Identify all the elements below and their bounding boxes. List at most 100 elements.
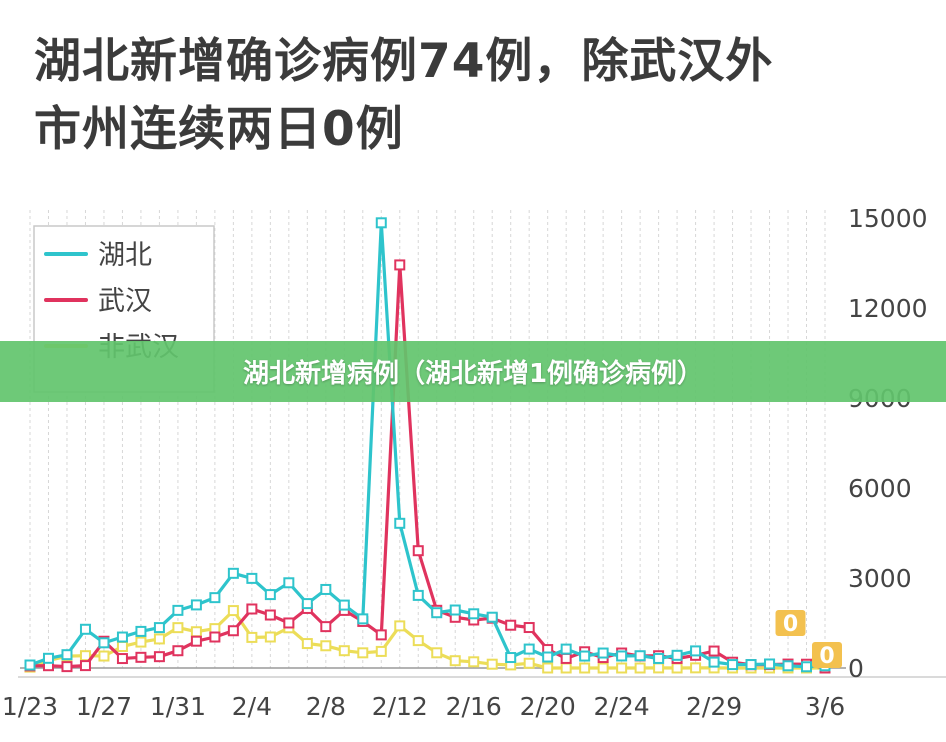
data-point (116, 631, 128, 643)
data-point (671, 649, 683, 661)
data-point (634, 662, 646, 674)
data-point (542, 662, 554, 674)
data-point (264, 609, 276, 621)
data-point (320, 583, 332, 595)
data-point (375, 217, 387, 229)
data-point (486, 611, 498, 623)
x-tick-label: 1/27 (76, 692, 132, 721)
data-point (745, 659, 757, 671)
data-point (764, 658, 776, 670)
data-point (412, 635, 424, 647)
data-point (560, 643, 572, 655)
y-tick-label: 12000 (848, 294, 928, 323)
data-point (153, 633, 165, 645)
data-point (190, 599, 202, 611)
data-point (79, 650, 91, 662)
data-point (394, 517, 406, 529)
data-point (394, 259, 406, 271)
data-point (61, 649, 73, 661)
data-point (653, 662, 665, 674)
y-tick-label: 3000 (848, 564, 912, 593)
data-point (468, 608, 480, 620)
data-point (505, 619, 517, 631)
data-point (357, 613, 369, 625)
x-tick-label: 2/8 (306, 692, 346, 721)
data-point (579, 650, 591, 662)
data-point (338, 599, 350, 611)
data-point (190, 635, 202, 647)
x-tick-label: 2/29 (686, 692, 742, 721)
data-point (42, 652, 54, 664)
data-point (523, 643, 535, 655)
y-tick-label: 0 (848, 654, 864, 683)
data-point (523, 657, 535, 669)
annotation-badge (812, 642, 842, 668)
data-point (782, 660, 794, 672)
legend-label: 湖北 (98, 240, 152, 271)
data-point (542, 651, 554, 663)
data-point (24, 659, 36, 671)
annotation-label: 0 (783, 612, 798, 637)
data-point (616, 650, 628, 662)
x-tick-label: 2/20 (520, 692, 576, 721)
data-point (227, 567, 239, 579)
legend-label: 武汉 (98, 286, 152, 317)
data-point (246, 603, 258, 615)
data-point (135, 625, 147, 637)
data-point (431, 647, 443, 659)
data-point (135, 651, 147, 663)
x-tick-label: 2/24 (594, 692, 650, 721)
x-tick-label: 2/16 (446, 692, 502, 721)
data-point (394, 620, 406, 632)
data-point (116, 653, 128, 665)
data-point (283, 617, 295, 629)
data-point (523, 622, 535, 634)
data-point (301, 598, 313, 610)
x-tick-label: 1/23 (2, 692, 58, 721)
chart-title-line-1: 湖北新增确诊病例74例，除武汉外 (34, 34, 774, 89)
data-point (79, 660, 91, 672)
annotation-badge (775, 610, 806, 636)
data-point (375, 645, 387, 657)
data-point (690, 645, 702, 657)
data-point (190, 626, 202, 638)
data-point (449, 604, 461, 616)
data-point (227, 625, 239, 637)
data-point (283, 577, 295, 589)
y-tick-label: 6000 (848, 474, 912, 503)
data-point (135, 636, 147, 648)
data-point (320, 621, 332, 633)
series-layer (24, 217, 831, 674)
data-point (412, 589, 424, 601)
annotation-label: 0 (819, 644, 834, 669)
data-point (616, 662, 628, 674)
data-point (116, 640, 128, 652)
data-point (98, 637, 110, 649)
data-point (172, 645, 184, 657)
x-tick-label: 2/4 (232, 692, 272, 721)
x-tick-label: 3/6 (805, 692, 845, 721)
data-point (320, 640, 332, 652)
data-point (708, 645, 720, 657)
data-point (449, 655, 461, 667)
data-point (246, 631, 258, 643)
data-point (209, 631, 221, 643)
caption-banner: 湖北新增病例（湖北新增1例确诊病例） (0, 341, 946, 402)
data-point (301, 638, 313, 650)
data-point (357, 647, 369, 659)
data-point (597, 647, 609, 659)
data-point (560, 662, 572, 674)
data-point (727, 659, 739, 671)
annotation-layer: 00 (775, 610, 842, 669)
data-point (338, 645, 350, 657)
data-point (227, 605, 239, 617)
data-point (486, 658, 498, 670)
x-tick-label: 1/31 (150, 692, 206, 721)
y-tick-label: 15000 (848, 204, 928, 233)
data-point (671, 662, 683, 674)
data-point (153, 651, 165, 663)
data-point (690, 662, 702, 674)
data-point (801, 661, 813, 673)
